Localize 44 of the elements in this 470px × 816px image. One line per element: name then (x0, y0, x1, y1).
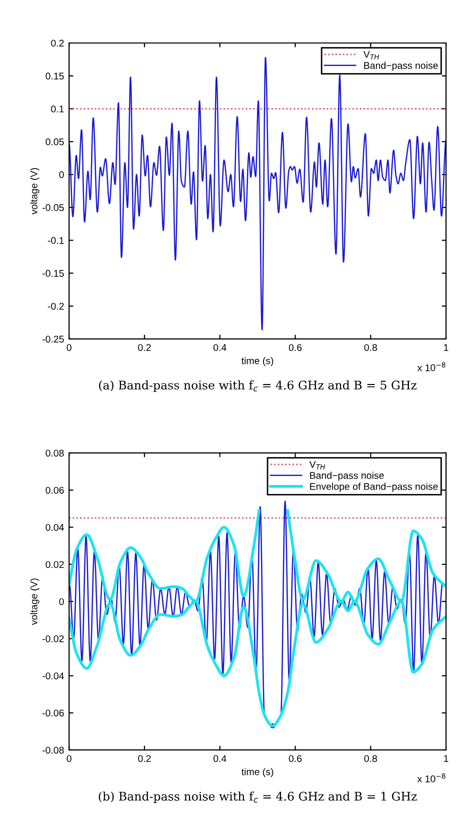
y-tick-label: 0.1 (51, 106, 64, 112)
y-tick-label: 0.08 (46, 450, 64, 457)
text: (b) Band-pass noise with f$_{c}$ = 4.6 GHz and B = 1 GHz (98, 792, 417, 803)
y-tick-label: -0.25 (42, 336, 64, 343)
x-tick-label: 0 (66, 755, 72, 762)
text: (a) Band-pass noise with f$_{c}$ = 4.6 GHz and B = 5 GHz (99, 380, 416, 392)
legend-label: Envelope of Band−pass noise (310, 482, 438, 492)
y-tick-label: 0.2 (51, 40, 64, 47)
x-tick-label: 1 (444, 755, 448, 762)
x-tick-label: 0 (66, 344, 72, 351)
x-axis-title: time (s) (242, 357, 274, 366)
text: x 10$^{−8}$ (417, 362, 446, 372)
legend-label: Band−pass noise (310, 472, 384, 481)
x-tick-label: 0.8 (364, 755, 377, 762)
y-tick-label: 0.02 (46, 561, 64, 568)
y-tick-label: -0.06 (42, 710, 64, 716)
x-tick-label: 1 (444, 344, 448, 351)
x-tick-label: 0.4 (213, 755, 226, 762)
legend-label: V$_{TH}$ (309, 461, 326, 470)
y-tick-label: -0.1 (48, 237, 64, 244)
y-tick-label: 0.06 (46, 486, 64, 494)
y-tick-label: 0.15 (46, 72, 64, 80)
y-axis-title: voltage (V) (30, 578, 40, 625)
y-tick-label: -0.04 (42, 672, 64, 680)
y-tick-label: 0.04 (46, 524, 64, 531)
x-tick-label: 0.8 (364, 344, 377, 351)
legend-label: V$_{TH}$ (363, 51, 380, 60)
y-tick-label: -0.05 (42, 204, 64, 212)
x-tick-label: 0.2 (138, 344, 151, 351)
y-tick-label: 0 (59, 171, 64, 178)
x-tick-label: 0.6 (288, 344, 302, 351)
text: x 10$^{−8}$ (417, 773, 446, 782)
y-tick-label: -0.08 (42, 746, 64, 754)
y-tick-label: -0.15 (42, 270, 64, 277)
y-tick-label: -0.02 (42, 635, 64, 642)
x-tick-label: 0.6 (288, 755, 302, 762)
y-tick-label: 0 (59, 598, 64, 606)
y-tick-label: -0.2 (48, 302, 64, 310)
x-tick-label: 0.4 (213, 344, 226, 351)
y-axis-title: voltage (V) (30, 168, 40, 214)
x-tick-label: 0.2 (138, 755, 151, 762)
legend-label: Band−pass noise (364, 62, 438, 71)
x-axis-title: time (s) (242, 768, 274, 778)
y-tick-label: 0.05 (46, 138, 64, 146)
